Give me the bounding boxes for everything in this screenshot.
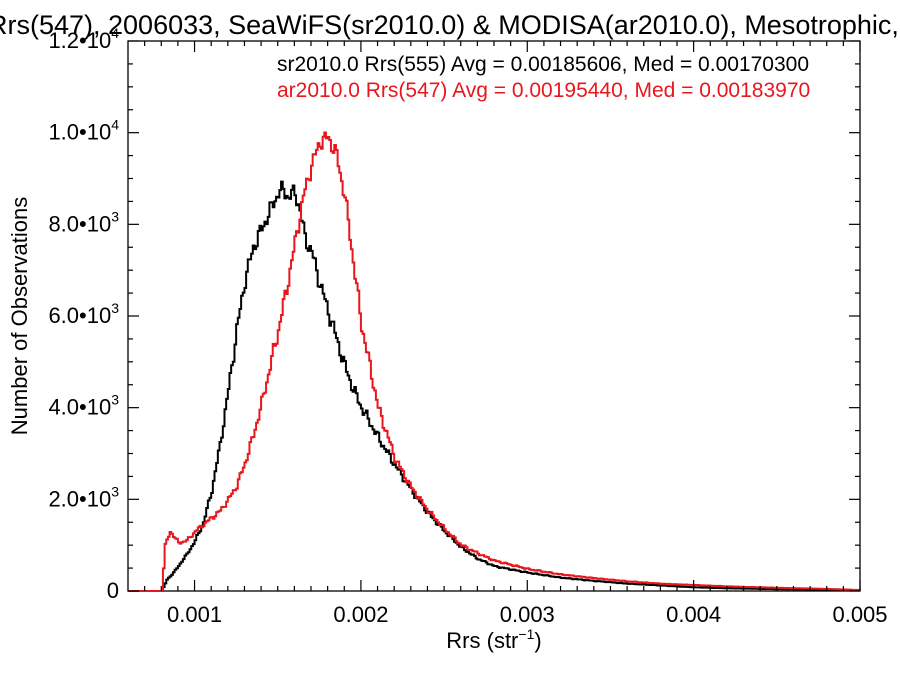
y-tick-label: 8.0•103 — [48, 208, 119, 236]
x-axis-title: Rrs (str−1) — [446, 626, 541, 653]
legend-entry-1: sr2010.0 Rrs(555) Avg = 0.00185606, Med … — [277, 53, 809, 76]
plot-frame — [127, 40, 861, 592]
y-axis: 0 2.0•103 4.0•103 6.0•103 8.0•103 1.0•104 1.2•… — [48, 25, 860, 603]
series-line-2 — [128, 131, 861, 592]
plot-area-border — [127, 40, 861, 592]
chart-title: Rrs(547), 2006033, SeaWiFS(sr2010.0) & M… — [0, 10, 900, 40]
y-axis-title: Number of Observations — [7, 197, 32, 435]
y-tick-label: 1.2•104 — [48, 25, 119, 53]
x-axis: 0.001 0.002 0.003 0.004 0.005 — [144, 41, 888, 627]
x-tick-label: 0.003 — [500, 602, 555, 627]
y-tick-label: 4.0•103 — [48, 392, 119, 420]
x-tick-label: 0.002 — [333, 602, 388, 627]
series-line-1 — [128, 180, 861, 592]
x-tick-label: 0.004 — [666, 602, 721, 627]
y-tick-label: 0 — [107, 578, 119, 603]
x-tick-label: 0.001 — [167, 602, 222, 627]
y-tick-label: 2.0•103 — [48, 483, 119, 511]
y-tick-label: 6.0•103 — [48, 300, 119, 328]
series-group — [128, 131, 861, 592]
x-tick-label: 0.005 — [832, 602, 887, 627]
legend: sr2010.0 Rrs(555) Avg = 0.00185606, Med … — [277, 53, 810, 102]
legend-entry-2: ar2010.0 Rrs(547) Avg = 0.00195440, Med … — [277, 79, 810, 102]
y-tick-label: 1.0•104 — [48, 117, 119, 145]
